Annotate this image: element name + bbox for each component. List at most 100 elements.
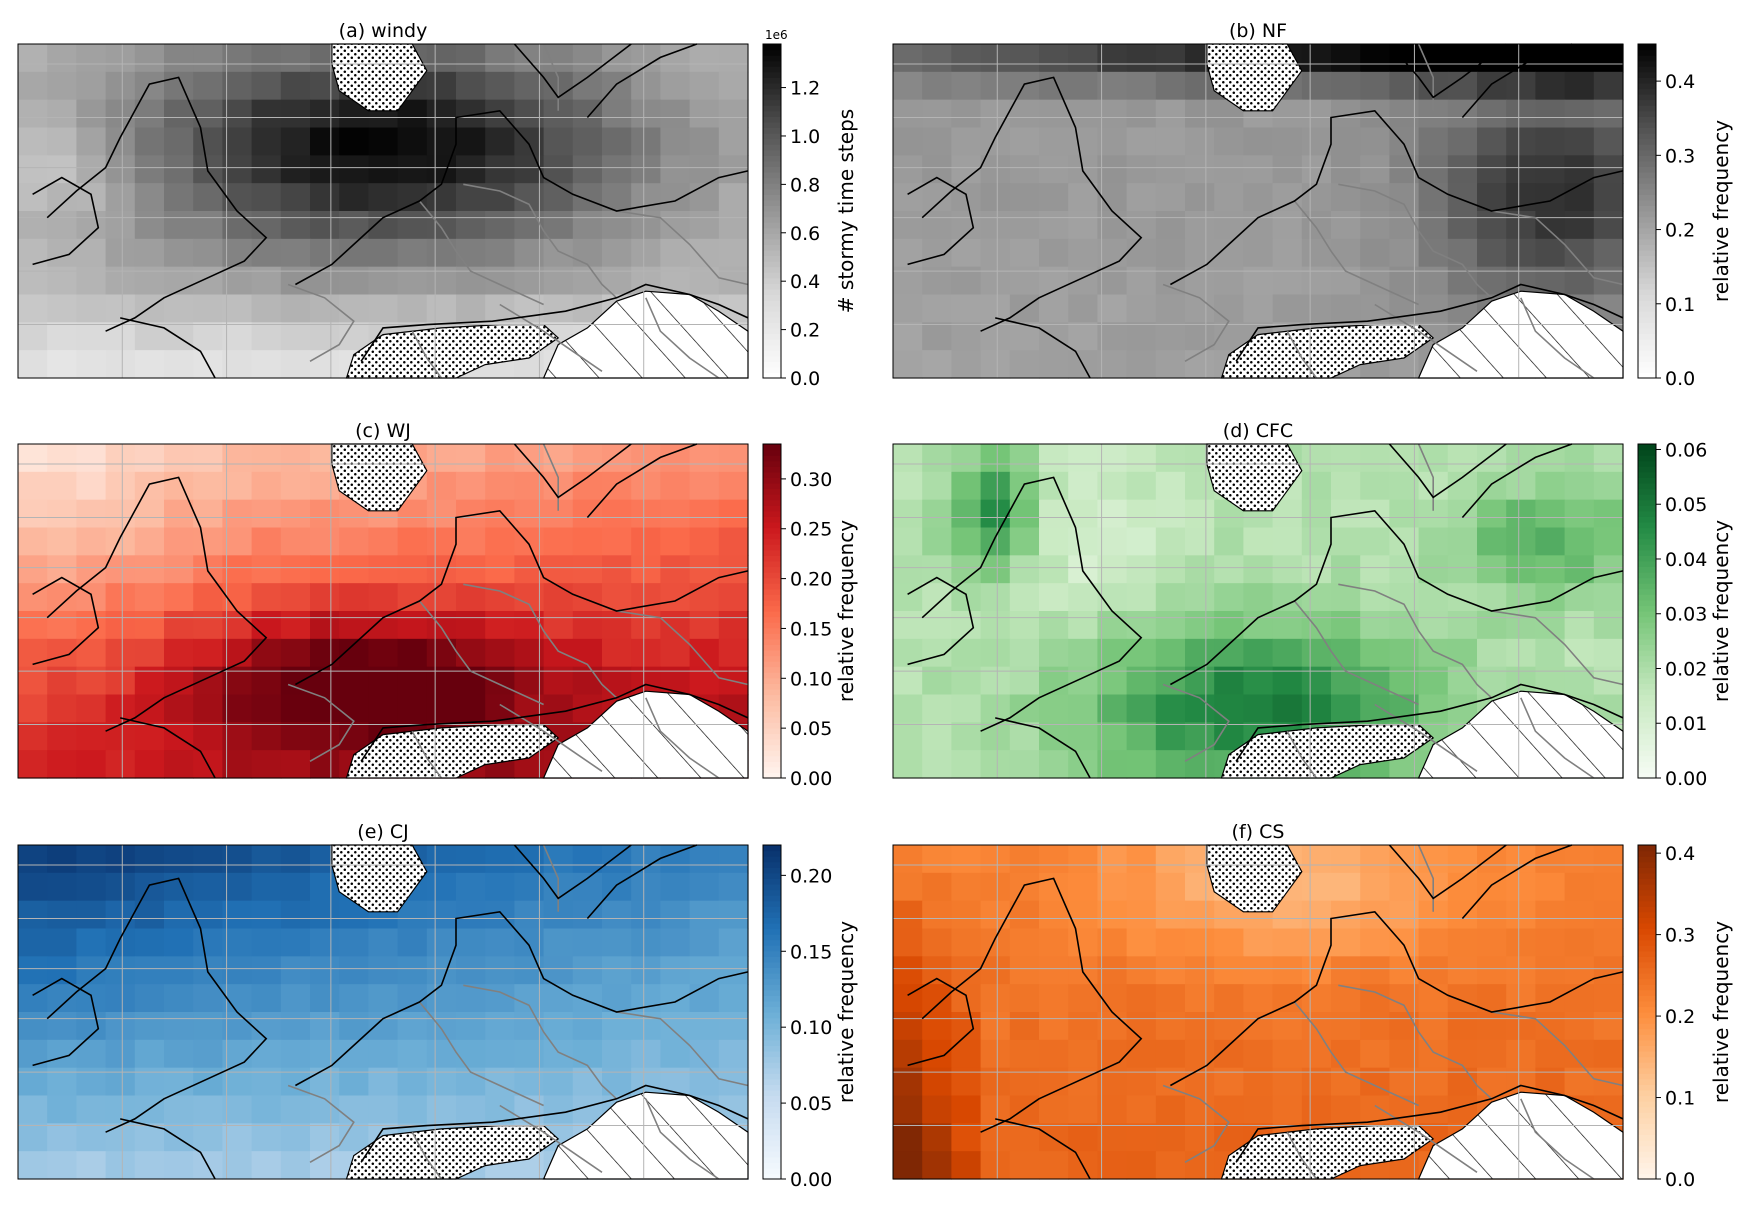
heatmap-cell <box>922 900 952 930</box>
heatmap-cell <box>339 694 369 723</box>
heatmap-cell <box>1593 928 1624 957</box>
colorbar-segment <box>763 199 781 207</box>
heatmap-cell <box>1155 872 1186 902</box>
colorbar-segment <box>1638 283 1656 290</box>
colorbar-segment <box>763 527 781 534</box>
heatmap-cell <box>164 638 194 668</box>
colorbar-segment <box>1638 1078 1656 1085</box>
heatmap-cell <box>397 956 428 985</box>
heatmap-cell <box>922 750 952 779</box>
heatmap-cell <box>105 750 136 779</box>
coastline <box>295 910 749 1087</box>
heatmap-cell <box>47 527 77 556</box>
heatmap-cell <box>193 722 223 751</box>
colorbar-segment <box>763 1140 781 1147</box>
heatmap-cell <box>893 527 923 556</box>
colorbar-segment <box>763 211 781 218</box>
heatmap-cell <box>397 527 428 556</box>
heatmap-cell <box>689 583 720 612</box>
heatmap-cell <box>1360 44 1390 73</box>
heatmap-cell <box>951 294 982 323</box>
heatmap-cell <box>397 127 428 156</box>
heatmap-cell <box>1155 1012 1186 1041</box>
heatmap-cell <box>105 956 136 985</box>
heatmap-cell <box>1155 750 1186 779</box>
heatmap-cell <box>76 499 107 529</box>
heatmap-cell <box>1418 211 1449 240</box>
heatmap-cell <box>280 1012 311 1041</box>
heatmap-cell <box>18 155 48 184</box>
heatmap-cell <box>1564 984 1595 1013</box>
heatmap-cell <box>1068 471 1098 501</box>
colorbar-tick-label: 0.4 <box>1665 843 1695 865</box>
heatmap-cell <box>1039 750 1069 779</box>
colorbar-segment <box>1638 677 1656 684</box>
heatmap-cell <box>718 1039 749 1069</box>
heatmap-cell <box>368 1012 399 1041</box>
colorbar-segment <box>763 544 781 551</box>
heatmap-cell <box>1506 238 1536 268</box>
colorbar-segment <box>763 499 781 506</box>
colorbar-tick-label: 0.10 <box>790 1017 832 1039</box>
colorbar-segment <box>763 494 781 501</box>
heatmap-cell <box>280 555 311 584</box>
heatmap-cell <box>47 583 77 612</box>
heatmap-cell <box>1068 127 1098 156</box>
heatmap-cell <box>193 1095 223 1124</box>
country-border <box>1491 610 1624 686</box>
heatmap-cell <box>543 211 574 240</box>
heatmap-cell <box>1126 71 1157 101</box>
colorbar-segment <box>763 1067 781 1074</box>
heatmap-cell <box>18 1039 48 1069</box>
heatmap-cell <box>1506 71 1536 101</box>
heatmap-cell <box>572 527 603 556</box>
heatmap-cell <box>310 1039 340 1069</box>
heatmap-cell <box>1068 694 1098 723</box>
heatmap-cell <box>193 611 223 640</box>
map-frame <box>17 43 749 379</box>
heatmap-cell <box>1331 956 1361 985</box>
heatmap-cell <box>456 471 486 501</box>
heatmap-cell <box>689 527 720 556</box>
heatmap-cell <box>339 555 369 584</box>
heatmap-cell <box>1564 1039 1595 1069</box>
heatmap-cell <box>951 845 982 874</box>
country-border <box>1491 210 1624 286</box>
colorbar-segment <box>1638 1095 1656 1102</box>
heatmap-cell <box>1155 499 1186 529</box>
colorbar-segment <box>1638 366 1656 374</box>
heatmap-cell <box>310 900 340 930</box>
colorbar-segment <box>763 911 781 918</box>
heatmap-cell <box>1185 555 1215 584</box>
heatmap-cell <box>1039 71 1069 101</box>
country-border <box>418 1001 544 1107</box>
heatmap-cell <box>1126 1039 1157 1069</box>
colorbar-segment <box>1638 872 1656 879</box>
heatmap-cell <box>1593 583 1624 612</box>
heatmap-cell <box>1564 638 1595 668</box>
colorbar-segment <box>763 316 781 323</box>
heatmap-cell <box>280 238 311 268</box>
colorbar-segment <box>1638 984 1656 991</box>
heatmap-cell <box>1593 555 1624 584</box>
heatmap-cell <box>1360 638 1390 668</box>
heatmap-cell <box>1301 1039 1332 1069</box>
heatmap-cell <box>718 555 749 584</box>
heatmap-cell <box>105 1123 136 1152</box>
heatmap-cell <box>105 499 136 529</box>
heatmap-cell <box>76 99 107 129</box>
heatmap-cell <box>426 44 457 73</box>
heatmap-cell <box>1418 127 1449 156</box>
heatmap-cell <box>980 1123 1011 1152</box>
colorbar-segment <box>1638 744 1656 751</box>
colorbar-segment <box>1638 961 1656 969</box>
heatmap-cell <box>893 750 923 779</box>
heatmap-cell <box>76 350 107 379</box>
heatmap-cell <box>1418 444 1449 473</box>
heatmap-cell <box>602 155 632 184</box>
colorbar-segment <box>763 766 781 774</box>
colorbar-segment <box>763 327 781 335</box>
heatmap-cell <box>1185 1039 1215 1069</box>
heatmap-cell <box>134 211 165 240</box>
heatmap-cell <box>951 471 982 501</box>
